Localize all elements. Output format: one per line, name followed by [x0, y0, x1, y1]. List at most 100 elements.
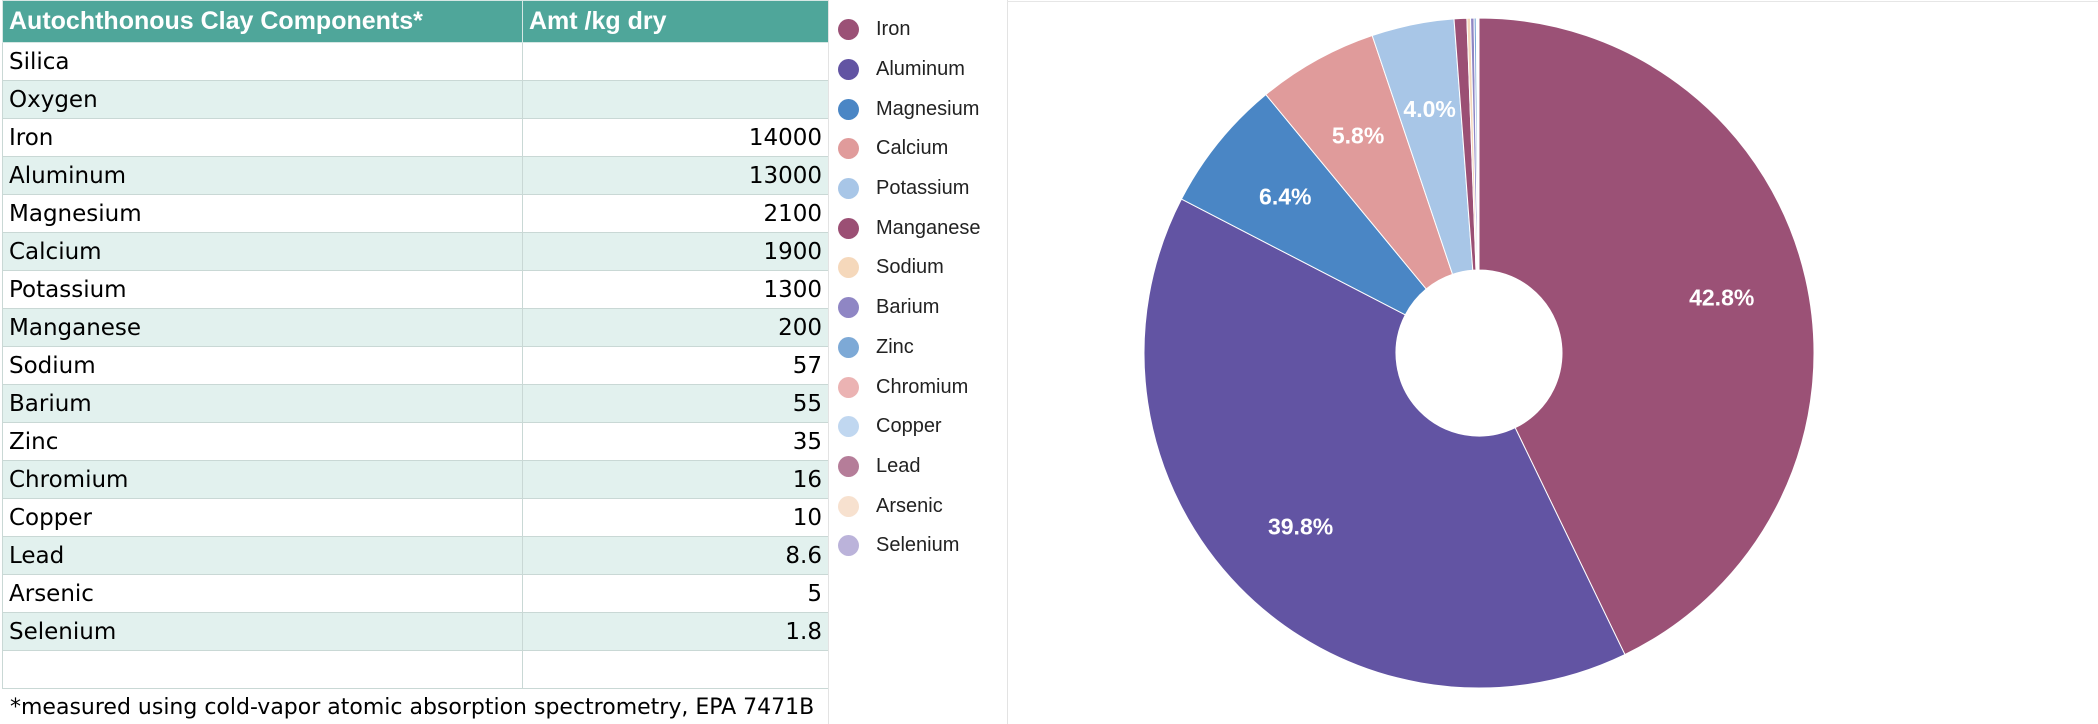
- table-row: Sodium 57: [2, 346, 829, 385]
- table-row: Barium 55: [2, 384, 829, 423]
- table-row: Arsenic 5: [2, 574, 829, 613]
- legend-item[interactable]: Aluminum: [838, 50, 1008, 90]
- legend-label: Barium: [876, 296, 940, 319]
- table-row: Lead 8.6: [2, 536, 829, 575]
- legend-label: Chromium: [876, 375, 969, 398]
- component-name-cell[interactable]: Barium: [2, 384, 523, 423]
- component-name-cell[interactable]: Potassium: [2, 270, 523, 309]
- amount-cell[interactable]: 1300: [522, 270, 829, 309]
- legend-label: Zinc: [876, 335, 914, 358]
- amount-cell[interactable]: 13000: [522, 156, 829, 195]
- component-name-cell[interactable]: Aluminum: [2, 156, 523, 195]
- slice-percent-label: 6.4%: [1259, 184, 1311, 210]
- table-row: Manganese 200: [2, 308, 829, 347]
- legend-item[interactable]: Selenium: [838, 526, 1008, 566]
- component-name-cell[interactable]: [2, 650, 523, 689]
- slice-percent-label: 4.0%: [1403, 96, 1455, 122]
- amount-cell[interactable]: 16: [522, 460, 829, 499]
- legend-label: Selenium: [876, 534, 960, 557]
- slice-percent-label: 42.8%: [1689, 284, 1754, 310]
- component-name-cell[interactable]: Lead: [2, 536, 523, 575]
- amount-cell[interactable]: 200: [522, 308, 829, 347]
- table-header-row: Autochthonous Clay Components* Amt /kg d…: [2, 0, 829, 43]
- pie-slice-aluminum[interactable]: [1143, 198, 1626, 689]
- legend-item[interactable]: Manganese: [838, 208, 1008, 248]
- legend-item[interactable]: Lead: [838, 447, 1008, 487]
- legend-item[interactable]: Copper: [838, 407, 1008, 447]
- legend-item[interactable]: Arsenic: [838, 486, 1008, 526]
- footnote[interactable]: *measured using cold-vapor atomic absorp…: [10, 695, 815, 720]
- legend-swatch: [838, 178, 859, 200]
- amount-cell[interactable]: 10: [522, 498, 829, 537]
- amount-cell[interactable]: 55: [522, 384, 829, 423]
- table-row: Iron 14000: [2, 118, 829, 157]
- amount-cell[interactable]: 8.6: [522, 536, 829, 575]
- legend-label: Lead: [876, 454, 921, 477]
- legend-item[interactable]: Calcium: [838, 129, 1008, 169]
- table-row: Oxygen: [2, 80, 829, 119]
- legend-swatch: [838, 416, 859, 438]
- column-gridline: [828, 0, 829, 724]
- pie-slice-iron[interactable]: [1478, 17, 1815, 656]
- legend-swatch: [838, 535, 859, 557]
- amount-cell[interactable]: 57: [522, 346, 829, 385]
- component-name-cell[interactable]: Magnesium: [2, 194, 523, 233]
- table-row: [2, 650, 829, 689]
- component-name-cell[interactable]: Sodium: [2, 346, 523, 385]
- legend-swatch: [838, 495, 859, 517]
- legend-item[interactable]: Sodium: [838, 248, 1008, 288]
- slice-percent-label: 5.8%: [1332, 122, 1384, 148]
- legend-label: Aluminum: [876, 58, 965, 81]
- header-amount[interactable]: Amt /kg dry: [522, 0, 829, 43]
- legend-item[interactable]: Zinc: [838, 328, 1008, 368]
- legend-label: Manganese: [876, 216, 981, 239]
- component-name-cell[interactable]: Selenium: [2, 612, 523, 651]
- legend-swatch: [838, 19, 859, 41]
- legend-swatch: [838, 257, 859, 279]
- component-name-cell[interactable]: Arsenic: [2, 574, 523, 613]
- column-gridline: [1007, 0, 1008, 724]
- legend-swatch: [838, 336, 859, 358]
- amount-cell[interactable]: [522, 80, 829, 119]
- legend-item[interactable]: Barium: [838, 288, 1008, 328]
- legend-label: Copper: [876, 415, 942, 438]
- legend-item[interactable]: Iron: [838, 10, 1008, 50]
- component-name-cell[interactable]: Oxygen: [2, 80, 523, 119]
- header-components[interactable]: Autochthonous Clay Components*: [2, 0, 523, 43]
- table-row: Chromium 16: [2, 460, 829, 499]
- table-row: Calcium 1900: [2, 232, 829, 271]
- legend-swatch: [838, 455, 859, 477]
- amount-cell[interactable]: [522, 650, 829, 689]
- table-row: Magnesium 2100: [2, 194, 829, 233]
- legend-item[interactable]: Chromium: [838, 367, 1008, 407]
- table-row: Aluminum 13000: [2, 156, 829, 195]
- chart-legend: Iron Aluminum Magnesium Calcium Potassium Man…: [838, 10, 1008, 566]
- amount-cell[interactable]: 1900: [522, 232, 829, 271]
- component-name-cell[interactable]: Copper: [2, 498, 523, 537]
- amount-cell[interactable]: 14000: [522, 118, 829, 157]
- component-name-cell[interactable]: Calcium: [2, 232, 523, 271]
- legend-label: Potassium: [876, 177, 970, 200]
- component-name-cell[interactable]: Iron: [2, 118, 523, 157]
- table-row: Potassium 1300: [2, 270, 829, 309]
- table-row: Copper 10: [2, 498, 829, 537]
- legend-label: Calcium: [876, 137, 949, 160]
- legend-label: Arsenic: [876, 494, 943, 517]
- component-name-cell[interactable]: Chromium: [2, 460, 523, 499]
- table-row: Selenium 1.8: [2, 612, 829, 651]
- clay-components-table: Autochthonous Clay Components* Amt /kg d…: [2, 0, 829, 689]
- legend-label: Iron: [876, 18, 911, 41]
- pie-slice-calcium[interactable]: [1265, 34, 1454, 290]
- legend-label: Sodium: [876, 256, 944, 279]
- spreadsheet-table-area: Autochthonous Clay Components* Amt /kg d…: [2, 0, 829, 724]
- legend-swatch: [838, 59, 859, 81]
- slice-percent-label: 39.8%: [1268, 514, 1333, 540]
- legend-swatch: [838, 376, 859, 398]
- legend-swatch: [838, 138, 859, 160]
- component-name-cell[interactable]: Manganese: [2, 308, 523, 347]
- amount-cell[interactable]: 1.8: [522, 612, 829, 651]
- legend-item[interactable]: Magnesium: [838, 89, 1008, 129]
- legend-swatch: [838, 98, 859, 120]
- legend-item[interactable]: Potassium: [838, 169, 1008, 209]
